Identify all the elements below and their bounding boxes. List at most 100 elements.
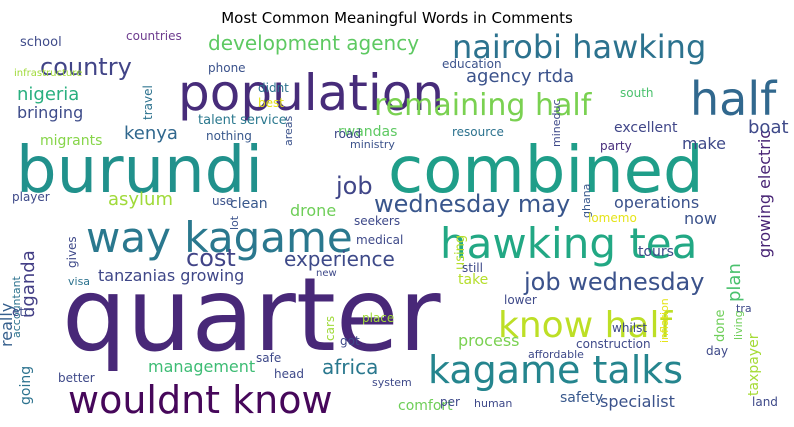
- word-hawking-tea: hawking tea: [440, 219, 697, 268]
- word-operations: operations: [614, 193, 699, 212]
- word-specialist: specialist: [600, 392, 675, 411]
- word-better: better: [58, 371, 95, 385]
- word-management: management: [148, 357, 255, 376]
- word-done: done: [713, 310, 728, 342]
- word-party: party: [600, 139, 632, 153]
- word-per: per: [440, 395, 460, 409]
- word-place: place: [362, 311, 394, 325]
- word-excellent: excellent: [614, 120, 678, 136]
- word-process: process: [458, 331, 519, 350]
- word-still: still: [462, 261, 483, 275]
- word-safe: safe: [256, 351, 281, 365]
- word-job: job: [335, 172, 373, 200]
- word-rwandas: rwandas: [338, 124, 397, 140]
- word-kenya: kenya: [124, 123, 178, 144]
- word-player: player: [12, 190, 50, 204]
- word-half: half: [690, 72, 778, 126]
- word-inflation: inflation: [658, 298, 671, 343]
- word-best: best: [258, 96, 284, 110]
- word-clean: clean: [230, 196, 268, 212]
- word-whilst: whilst: [612, 321, 647, 335]
- word-growing-electric: growing electric: [755, 130, 774, 258]
- word-safety: safety: [560, 390, 603, 406]
- word-tanzanias-growing: tanzanias growing: [98, 266, 244, 285]
- word-africa: africa: [322, 355, 378, 379]
- word-migrants: migrants: [40, 133, 102, 149]
- word-know-half: know half: [498, 305, 673, 346]
- word-resource: resource: [452, 125, 504, 139]
- word-human: human: [474, 397, 512, 410]
- word-bringing: bringing: [17, 103, 83, 122]
- word-tours: tours: [638, 244, 674, 260]
- word-asylum: asylum: [108, 189, 173, 210]
- word-land: land: [752, 395, 778, 409]
- word-experience: experience: [284, 247, 395, 271]
- word-visa: visa: [68, 275, 90, 288]
- word-tra: tra: [736, 302, 752, 315]
- word-school: school: [20, 35, 62, 50]
- word-wednesday-may: wednesday may: [374, 190, 570, 218]
- word-talent-service: talent service: [198, 113, 287, 128]
- word-travel: travel: [141, 85, 155, 120]
- word-gives: gives: [65, 236, 79, 268]
- word-uganda: uganda: [18, 250, 39, 318]
- word-accountant: accountant: [10, 275, 23, 338]
- word-day: day: [706, 344, 728, 358]
- word-taxpayer: taxpayer: [746, 333, 762, 396]
- word-head: head: [274, 367, 304, 381]
- word-nairobi-hawking: nairobi hawking: [452, 28, 706, 66]
- word-didnt: didnt: [258, 81, 289, 95]
- word-drone: drone: [290, 201, 336, 220]
- word-lot: lot: [228, 215, 241, 230]
- word-now: now: [684, 209, 717, 228]
- word-ministry: ministry: [350, 138, 395, 151]
- word-agency-rtda: agency rtda: [466, 66, 574, 87]
- word-etc: etc: [12, 305, 31, 319]
- word-using: using: [453, 235, 468, 270]
- word-south: south: [620, 86, 654, 100]
- word-wouldnt-know: wouldnt know: [68, 378, 333, 422]
- word-burundi: burundi: [16, 134, 263, 208]
- word-got: got: [340, 334, 360, 348]
- word-going: going: [18, 366, 34, 405]
- word-way-kagame: way kagame: [86, 213, 353, 262]
- word-construction: construction: [576, 337, 651, 351]
- word-quarter: quarter: [62, 256, 441, 375]
- word-country: country: [40, 53, 132, 81]
- word-seekers: seekers: [354, 214, 400, 228]
- chart-title: Most Common Meaningful Words in Comments: [221, 9, 573, 27]
- word-job-wednesday: job wednesday: [523, 268, 704, 296]
- word-system: system: [372, 376, 412, 389]
- word-cars: cars: [323, 316, 337, 341]
- word-affordable: affordable: [528, 348, 584, 361]
- word-comfort: comfort: [398, 398, 453, 414]
- word-cost: cost: [186, 244, 236, 272]
- word-mineduc: mineduc: [550, 99, 563, 147]
- word-make: make: [682, 134, 726, 153]
- word-areas: areas: [282, 115, 295, 146]
- word-boat: boat: [748, 117, 789, 138]
- word-really: really: [0, 303, 16, 347]
- word-nothing: nothing: [206, 129, 252, 143]
- word-lomemo: lomemo: [588, 211, 637, 225]
- word-kagame-talks: kagame talks: [428, 348, 683, 392]
- word-take: take: [458, 272, 488, 288]
- word-combined: combined: [388, 134, 704, 208]
- word-new: new: [316, 268, 337, 279]
- word-population: population: [178, 64, 444, 122]
- word-ghana: ghana: [580, 184, 593, 218]
- word-plan: plan: [724, 263, 745, 302]
- word-phone: phone: [208, 61, 246, 75]
- word-development-agency: development agency: [208, 31, 419, 55]
- word-road: road: [334, 127, 361, 141]
- word-lower: lower: [504, 293, 537, 307]
- word-nigeria: nigeria: [17, 84, 79, 105]
- word-remaining-half: remaining half: [374, 88, 593, 123]
- word-medical: medical: [356, 233, 403, 247]
- word-infrastructure: infrastructure: [14, 68, 82, 79]
- word-use: use: [212, 194, 233, 208]
- word-countries: countries: [126, 29, 182, 43]
- word-education: education: [442, 57, 502, 71]
